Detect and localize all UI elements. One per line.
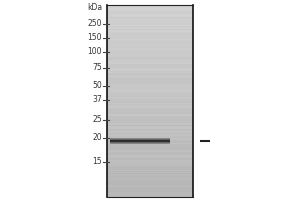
Text: 250: 250 [88, 20, 102, 28]
Bar [110, 140, 170, 141]
Bar [110, 139, 170, 140]
Text: 150: 150 [88, 33, 102, 43]
Text: 15: 15 [92, 158, 102, 166]
Bar [110, 140, 170, 141]
Bar [110, 141, 170, 142]
Text: 20: 20 [92, 134, 102, 142]
Text: 25: 25 [92, 116, 102, 124]
Text: 50: 50 [92, 82, 102, 90]
Bar [110, 138, 170, 139]
Bar [110, 138, 170, 139]
Bar [110, 142, 170, 143]
Bar [110, 141, 170, 142]
Bar [110, 143, 170, 144]
Bar [110, 140, 170, 141]
Text: 37: 37 [92, 96, 102, 104]
Bar [110, 141, 170, 142]
Text: 75: 75 [92, 64, 102, 72]
Bar [110, 143, 170, 144]
Bar [110, 139, 170, 140]
Text: 100: 100 [88, 47, 102, 56]
Bar [110, 142, 170, 143]
Text: kDa: kDa [87, 3, 102, 12]
